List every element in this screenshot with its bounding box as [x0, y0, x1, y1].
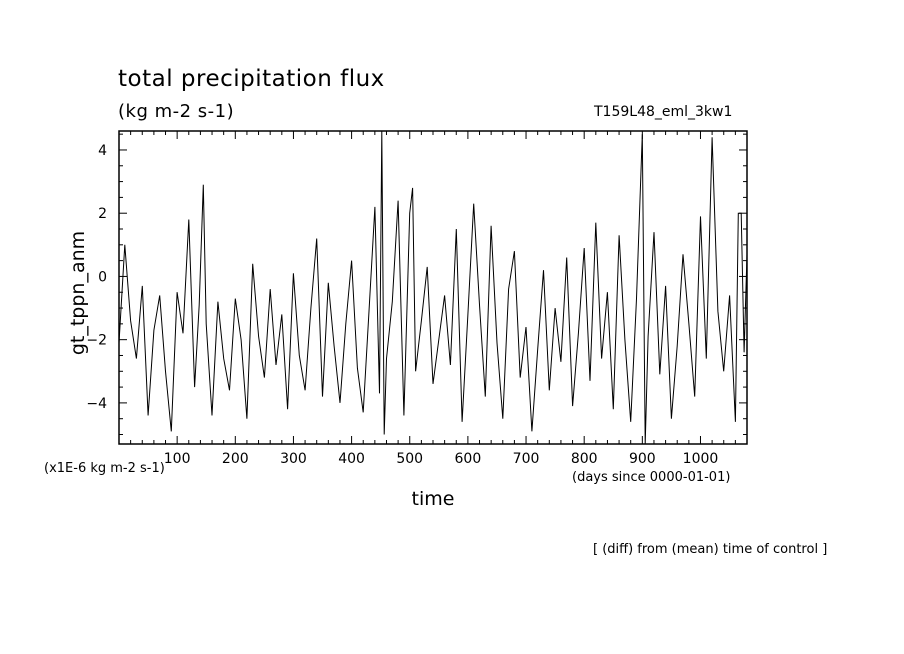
time-origin-note: (days since 0000-01-01) [572, 470, 731, 485]
y-tick-label: 0 [98, 269, 107, 285]
chart-units: (kg m-2 s-1) [118, 101, 235, 122]
x-tick-label: 500 [396, 451, 423, 467]
run-name: T159L48_eml_3kw1 [594, 104, 733, 120]
series-line [118, 130, 748, 445]
x-tick-label: 300 [280, 451, 307, 467]
axis-ticks [119, 131, 748, 444]
y-tick-label: 2 [98, 206, 107, 222]
footer-note: [ (diff) from (mean) time of control ] [593, 542, 828, 557]
y-tick-label: 4 [98, 143, 107, 159]
x-tick-label: 200 [222, 451, 249, 467]
x-tick-label: 1000 [683, 451, 719, 467]
chart-title: total precipitation flux [118, 66, 385, 92]
scale-note: (x1E-6 kg m-2 s-1) [44, 461, 165, 476]
x-tick-label: 400 [338, 451, 365, 467]
x-tick-label: 100 [164, 451, 191, 467]
x-axis-label: time [411, 488, 455, 510]
x-tick-label: 800 [571, 451, 598, 467]
y-axis-label: gt_tppn_anm [67, 230, 89, 356]
x-tick-label: 700 [513, 451, 540, 467]
x-tick-label: 900 [629, 451, 656, 467]
y-tick-label: −4 [86, 396, 107, 412]
axis-tick-labels: 100 200 300 400 500 600 700 800 900 1000 −4 −2 0 2 4 [86, 143, 718, 467]
x-tick-label: 600 [455, 451, 482, 467]
y-tick-label: −2 [86, 333, 107, 349]
